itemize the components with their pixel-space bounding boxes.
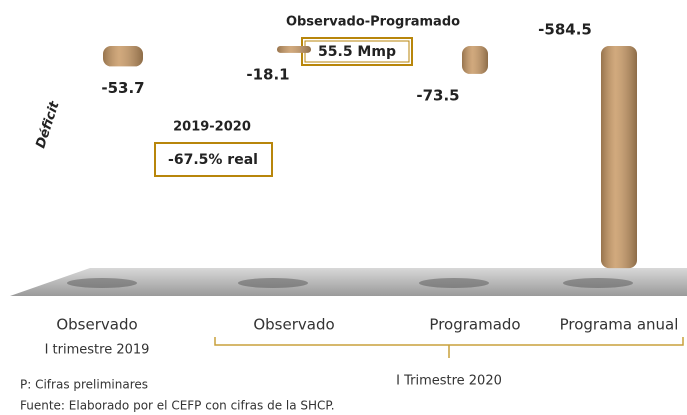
annotation: -67.5% real (168, 152, 258, 168)
bar-shadow (563, 278, 633, 288)
annotation-box (301, 37, 413, 66)
annotation: 2019-2020 (173, 120, 251, 135)
y-axis-label: Déficit (33, 99, 62, 150)
bar-shadow (238, 278, 308, 288)
bar-shadow (419, 278, 489, 288)
value-label: -53.7 (101, 79, 144, 97)
floor (10, 268, 687, 296)
bar-shade (601, 46, 637, 269)
category-note: I trimestre 2019 (45, 343, 150, 358)
annotation: Observado-Programado (286, 15, 460, 30)
bar-shadow (67, 278, 137, 288)
value-label: -73.5 (416, 86, 459, 104)
note: Fuente: Elaborado por el CEFP con cifras… (20, 399, 335, 413)
group-bracket (214, 337, 684, 358)
x-tick-label: Observado (56, 316, 137, 334)
x-tick-label: Observado (253, 316, 334, 334)
value-label: -584.5 (538, 21, 592, 39)
annotation-box (154, 142, 273, 177)
group-label: I Trimestre 2020 (396, 374, 502, 389)
x-tick-label: Programado (429, 316, 520, 334)
bar-shade (103, 46, 143, 67)
x-tick-label: Programa anual (560, 316, 679, 334)
bar-shade (462, 46, 488, 74)
value-label: -18.1 (246, 65, 289, 83)
bar-shade (277, 46, 311, 53)
note: P: Cifras preliminares (20, 378, 148, 392)
annotation: 55.5 Mmp (318, 44, 396, 60)
